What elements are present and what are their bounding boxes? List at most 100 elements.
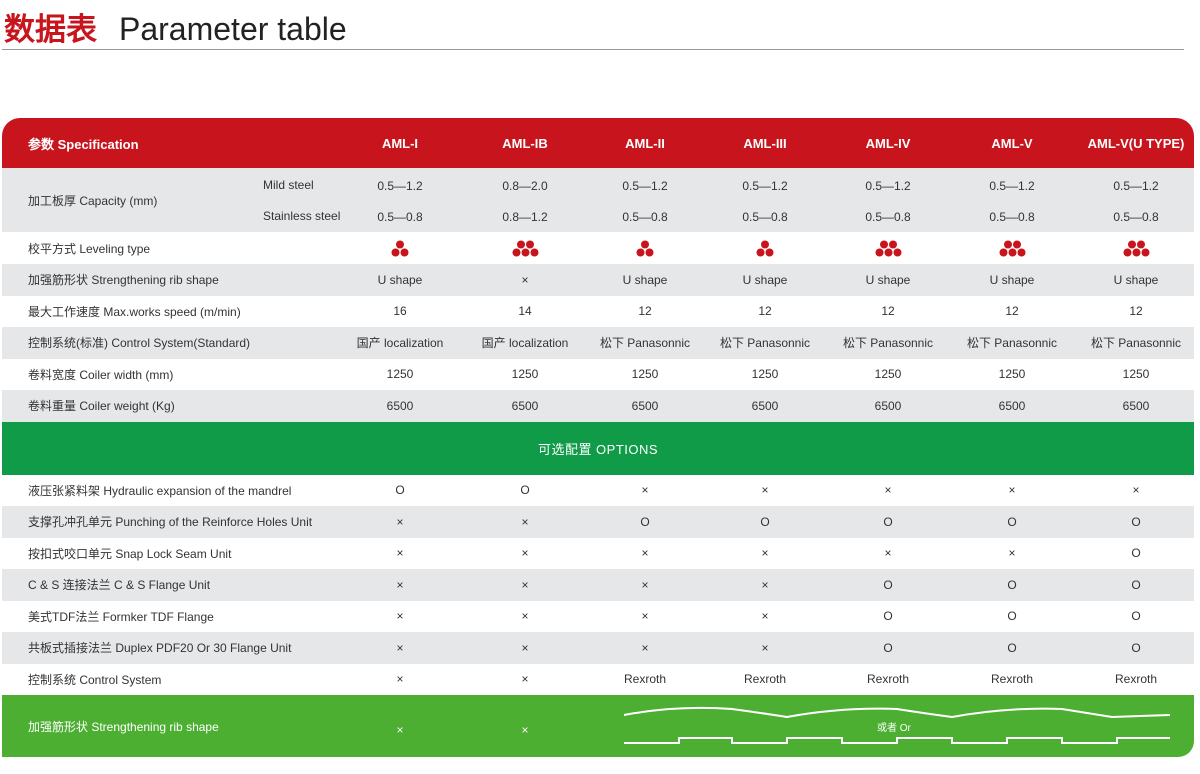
options-band: 可选配置 OPTIONS [2,421,1194,475]
leveling-dots [455,232,595,264]
row-value: × [396,640,404,655]
row-value: 1250 [386,367,414,382]
row-value: 1250 [1122,367,1150,382]
rib-shape-options-row: 加强筋形状 Strengthening rib shape 或者 Or × × [2,695,1194,757]
row-value: O [1007,609,1017,624]
model-header: AML-III [743,135,787,151]
row-value: × [521,272,529,287]
model-header: AML-I [381,135,419,151]
stainless-steel-value: 0.5—0.8 [622,210,668,224]
row-value: × [884,546,892,561]
row-label: 控制系统 Control System [28,672,162,687]
table-row: 支撑孔冲孔单元 Punching of the Reinforce Holes … [2,506,1194,538]
roller-dots-icon [1123,240,1149,256]
row-value: 12 [758,304,772,319]
model-header: AML-IV [865,135,911,151]
row-value: Rexroth [623,672,667,687]
mild-steel-value: 0.5—1.2 [1113,179,1159,193]
row-value: × [521,609,529,624]
leveling-dots [1066,232,1200,264]
row-value: 14 [518,304,532,319]
row-value: U shape [377,272,423,287]
row-value: O [883,577,893,592]
row-value: 国产 localization [356,336,444,351]
table-row: C & S 连接法兰 C & S Flange Unit × × × × O O O [2,569,1194,601]
row-value: U shape [989,272,1035,287]
stainless-steel-value: 0.5—0.8 [742,210,788,224]
row-value: × [521,514,529,529]
row-value: 6500 [998,398,1026,413]
step-profile [624,737,1170,744]
row-value: × [641,546,649,561]
row-value: 1250 [998,367,1026,382]
row-value: O [1007,640,1017,655]
row-value: O [1131,514,1141,529]
leveling-dots [818,232,958,264]
rib-profile-diagram [623,706,1171,744]
row-label: 共板式插接法兰 Duplex PDF20 Or 30 Flange Unit [28,641,292,656]
capacity-row: 加工板厚 Capacity (mm) Mild steel Stainless … [2,168,1194,232]
bottom-label: 加强筋形状 Strengthening rib shape [28,719,219,734]
row-value: 16 [393,304,407,319]
table-row: 卷料宽度 Coiler width (mm) 1250 1250 1250 1250 12… [2,358,1194,390]
leveling-dots [575,232,715,264]
table-header: 参数 Specification AML-I AML-IB AML-II AML-II… [2,118,1194,168]
model-header: AML-V [991,135,1033,151]
row-value: 松下 Panasonnic [842,336,934,351]
row-value: × [641,609,649,624]
header-label: 参数 Specification [28,136,139,152]
row-label: 美式TDF法兰 Formker TDF Flange [28,609,214,624]
mild-steel-value: 0.5—1.2 [377,179,423,193]
table-row: 最大工作速度 Max.works speed (m/min) 16 14 12 12 12… [2,295,1194,327]
table-row: 液压张紧料架 Hydraulic expansion of the mandre… [2,474,1194,506]
row-value: O [1131,546,1141,561]
row-label: 加强筋形状 Strengthening rib shape [28,273,219,288]
model-header: AML-II [625,135,665,151]
row-value: × [641,640,649,655]
stainless-steel-label: Stainless steel [263,209,341,223]
row-value: × [1008,546,1016,561]
row-label: 最大工作速度 Max.works speed (m/min) [28,304,241,319]
row-value: 12 [1005,304,1019,319]
row-value: 松下 Panasonnic [599,336,691,351]
row-value: × [884,483,892,498]
row-value: 6500 [511,398,539,413]
row-label: 卷料重量 Coiler weight (Kg) [28,399,175,414]
row-value: O [520,483,530,498]
table-row: 按扣式咬口单元 Snap Lock Seam Unit × × × × × × O [2,537,1194,569]
row-value: × [396,672,404,687]
row-value: × [761,577,769,592]
row-value: × [1008,483,1016,498]
bottom-value: × [396,723,404,737]
row-value: O [395,483,405,498]
row-value: 国产 localization [481,336,569,351]
row-label: 按扣式咬口单元 Snap Lock Seam Unit [28,546,232,561]
mild-steel-value: 0.5—1.2 [865,179,911,193]
row-value: Rexroth [990,672,1034,687]
roller-dots-icon [875,240,901,256]
row-value: × [521,640,529,655]
roller-dots-icon [636,240,654,256]
roller-dots-icon [512,240,538,256]
or-label: 或者 Or [877,723,911,734]
row-value: × [761,640,769,655]
row-label: 卷料宽度 Coiler width (mm) [28,367,174,382]
row-value: 6500 [1122,398,1150,413]
row-value: U shape [1113,272,1159,287]
leveling-dots [695,232,835,264]
row-value: 松下 Panasonnic [719,336,811,351]
stainless-steel-value: 0.5—0.8 [989,210,1035,224]
table-row: 卷料重量 Coiler weight (Kg) 6500 6500 6500 6500 6… [2,390,1194,422]
title-en: Parameter table [119,11,347,47]
row-value: × [641,483,649,498]
table-row: 共板式插接法兰 Duplex PDF20 Or 30 Flange Unit × ×… [2,632,1194,664]
row-value: × [1132,483,1140,498]
row-value: 1250 [751,367,779,382]
row-value: Rexroth [1114,672,1158,687]
mild-steel-value: 0.5—1.2 [742,179,788,193]
row-value: × [641,577,649,592]
table-row: 加强筋形状 Strengthening rib shape U shape × U s… [2,264,1194,296]
row-value: 松下 Panasonnic [966,336,1058,351]
row-value: 6500 [386,398,414,413]
model-header: AML-IB [502,135,548,151]
